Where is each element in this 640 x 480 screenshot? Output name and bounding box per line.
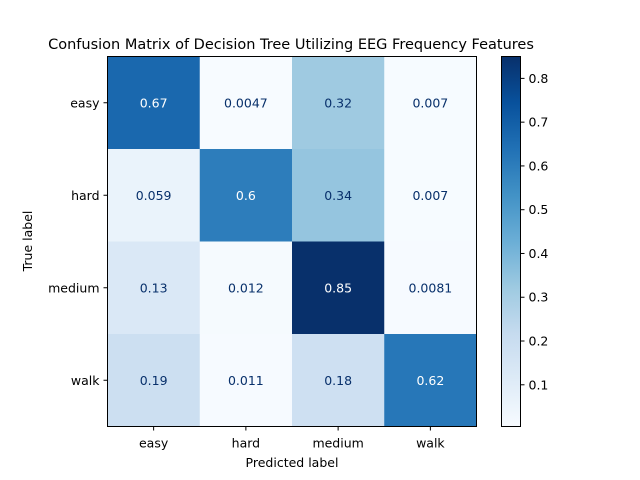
cell-value-label: 0.85 [324,280,352,295]
x-axis-label: Predicted label [246,455,339,470]
cell-value-label: 0.19 [140,373,168,388]
y-tick-label: walk [71,373,100,388]
heatmap-cell [384,56,477,150]
colorbar [501,56,521,427]
plot-frame [107,56,477,427]
x-tick-label: walk [416,436,445,451]
y-tick-label: hard [71,188,99,203]
cell-value-label: 0.059 [136,188,172,203]
cell-value-label: 0.13 [140,280,168,295]
heatmap-cell [292,334,385,427]
heatmap-cell-labels: 0.67 0.0047 0.32 0.007 0.059 0.6 0.34 0.007 0.13… [136,95,453,388]
colorbar-ticks: 0.1 0.2 0.3 0.4 0.5 0.6 0.7 0.8 [520,71,549,392]
colorbar-tick-label: 0.8 [529,71,549,86]
heatmap-cell [292,149,385,242]
heatmap-cell [199,149,293,242]
heatmap-cell [107,241,201,335]
heatmap-cells [107,56,477,427]
cell-value-label: 0.0081 [409,280,453,295]
cell-value-label: 0.012 [228,280,264,295]
x-tick-label: easy [139,436,169,451]
heatmap-cell [107,56,201,150]
heatmap-cell [107,149,201,242]
x-tick-label: medium [312,436,363,451]
cell-value-label: 0.007 [412,188,448,203]
heatmap-cell [199,241,293,335]
cell-value-label: 0.007 [412,95,448,110]
x-axis-ticks: easy hard medium walk [139,426,445,451]
heatmap-cell [384,149,477,242]
cell-value-label: 0.34 [324,188,352,203]
cell-value-label: 0.6 [236,188,256,203]
heatmap-cell [292,241,385,335]
cell-value-label: 0.011 [228,373,264,388]
heatmap-cell [107,334,201,427]
heatmap-cell [384,241,477,335]
y-axis-ticks: easy hard medium walk [48,95,108,388]
heatmap-cell [199,56,293,150]
cell-value-label: 0.62 [416,373,444,388]
colorbar-tick-label: 0.2 [529,334,549,349]
heatmap-cell [199,334,293,427]
colorbar-tick-label: 0.7 [529,115,549,130]
chart-title: Confusion Matrix of Decision Tree Utiliz… [48,37,534,53]
y-tick-label: easy [70,95,100,110]
colorbar-tick-label: 0.6 [529,158,549,173]
y-axis-label: True label [20,211,35,273]
x-tick-label: hard [232,436,260,451]
heatmap-cell [292,56,385,150]
colorbar-tick-label: 0.1 [529,377,549,392]
cell-value-label: 0.32 [324,95,352,110]
colorbar-tick-label: 0.5 [529,202,549,217]
y-tick-label: medium [48,280,99,295]
colorbar-tick-label: 0.4 [529,246,549,261]
cell-value-label: 0.67 [140,95,168,110]
cell-value-label: 0.18 [324,373,352,388]
cell-value-label: 0.0047 [224,95,268,110]
colorbar-tick-label: 0.3 [529,290,549,305]
heatmap-cell [384,334,477,427]
